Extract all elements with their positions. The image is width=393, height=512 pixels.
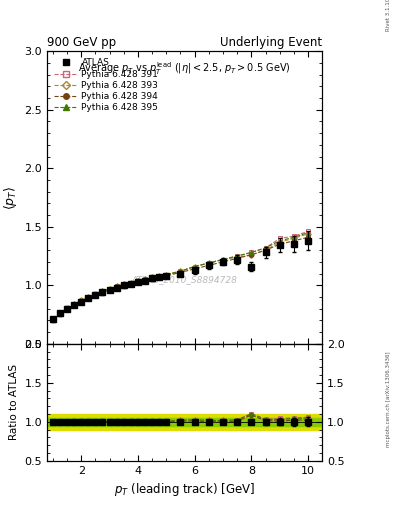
Legend: ATLAS, Pythia 6.428 391, Pythia 6.428 393, Pythia 6.428 394, Pythia 6.428 395: ATLAS, Pythia 6.428 391, Pythia 6.428 39… — [51, 56, 161, 115]
X-axis label: $p_T$ (leading track) [GeV]: $p_T$ (leading track) [GeV] — [114, 481, 255, 498]
Text: mcplots.cern.ch [arXiv:1306.3436]: mcplots.cern.ch [arXiv:1306.3436] — [386, 352, 391, 447]
Text: 900 GeV pp: 900 GeV pp — [47, 36, 116, 49]
Y-axis label: $\langle p_T \rangle$: $\langle p_T \rangle$ — [2, 185, 19, 209]
Text: Underlying Event: Underlying Event — [220, 36, 322, 49]
Y-axis label: Ratio to ATLAS: Ratio to ATLAS — [9, 364, 19, 440]
Text: Average $p_T$ vs $p_T^{\mathrm{lead}}$ ($|\eta| < 2.5$, $p_T > 0.5$ GeV): Average $p_T$ vs $p_T^{\mathrm{lead}}$ (… — [78, 60, 291, 77]
Text: ATLAS_2010_S8894728: ATLAS_2010_S8894728 — [132, 275, 238, 284]
Text: Rivet 3.1.10, ≥ 3.4M events: Rivet 3.1.10, ≥ 3.4M events — [386, 0, 391, 31]
